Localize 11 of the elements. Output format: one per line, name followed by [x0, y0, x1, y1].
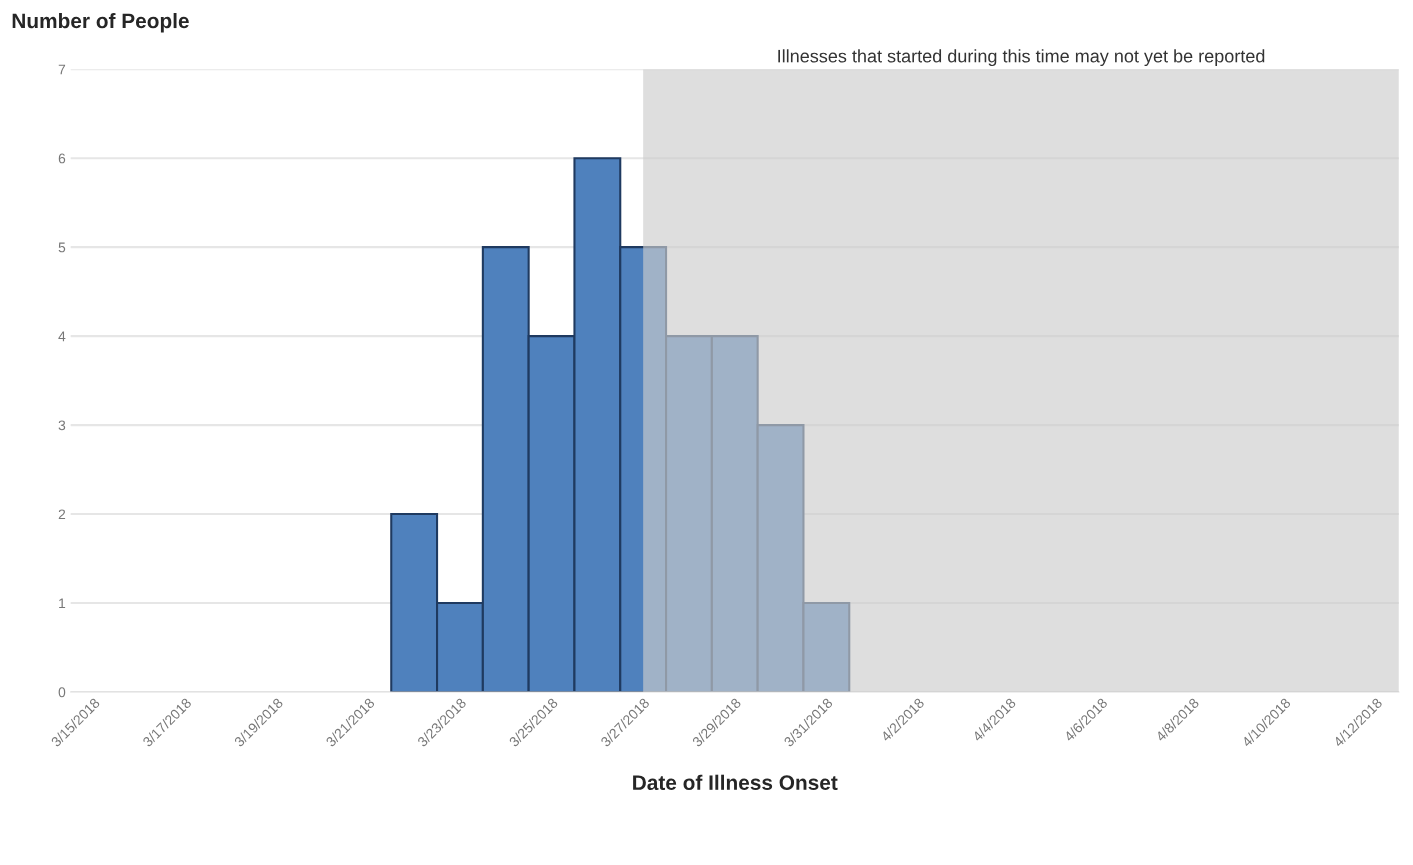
y-tick-label: 1 — [59, 598, 66, 609]
band-label: Illnesses that started during this time may not yet be reported — [778, 49, 1265, 67]
y-tick-label: 7 — [58, 64, 66, 75]
y-tick-label: 6 — [58, 153, 66, 164]
y-tick-label: 0 — [58, 687, 66, 698]
y-tick-label: 4 — [58, 331, 66, 342]
y-tick-label: 5 — [58, 242, 66, 253]
x-axis-title: Date of Illness Onset — [633, 774, 838, 791]
y-axis-title: Number of People — [12, 12, 189, 33]
y-tick-label: 3 — [58, 420, 66, 431]
y-tick-label: 2 — [58, 509, 66, 520]
